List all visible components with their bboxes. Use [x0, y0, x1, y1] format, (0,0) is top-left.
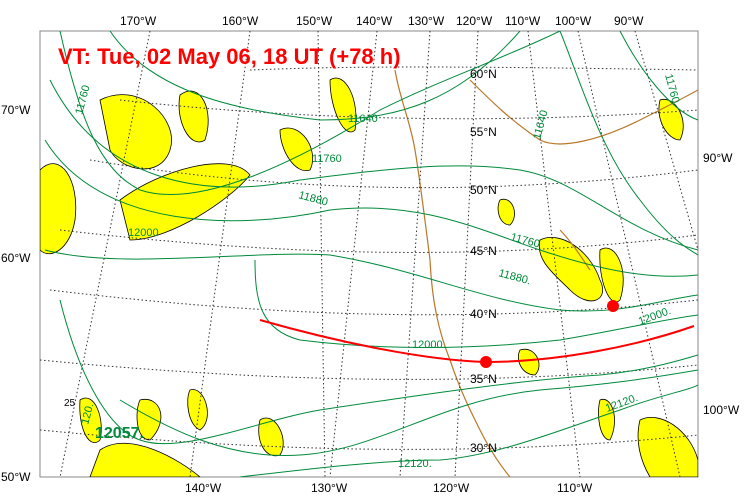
contour-label: 12000 [128, 227, 159, 239]
trajectory-dot [607, 300, 619, 312]
lat-label: 40°N [470, 307, 497, 321]
lon-label: 90°W [614, 14, 644, 28]
lon-label: 120°W [456, 14, 493, 28]
lon-label: 140°W [185, 481, 222, 495]
contour-label: 11640 [348, 113, 378, 125]
contour-label: 12000. [412, 339, 446, 351]
contour-label: 12120. [398, 458, 432, 470]
coastline [394, 69, 698, 477]
precipitation-areas [40, 77, 698, 477]
lon-label: 120°W [433, 481, 470, 495]
lon-labels-side: 70°W 60°W 50°W 90°W 100°W [1, 103, 740, 484]
lon-label: 100°W [703, 403, 740, 417]
lat-labels: 60°N 55°N 50°N 45°N 40°N 35°N 30°N [470, 67, 497, 455]
lon-label: 170°W [120, 14, 157, 28]
lon-label: 130°W [311, 481, 348, 495]
lon-labels-top: 170°W 160°W 150°W 140°W 130°W 120°W 110°… [120, 14, 644, 28]
lon-label: 50°W [1, 470, 31, 484]
lat-label: 55°N [470, 125, 497, 139]
lon-label: 100°W [555, 14, 592, 28]
valid-time-title: VT: Tue, 02 May 06, 18 UT (+78 h) [58, 44, 401, 69]
height-contours [44, 31, 698, 477]
lat-label: 35°N [470, 372, 497, 386]
contour-label: 12057. [95, 425, 144, 442]
lat-label: 50°N [470, 183, 497, 197]
lon-labels-bottom: 140°W 130°W 120°W 110°W [185, 481, 593, 495]
lat-label: 45°N [470, 244, 497, 258]
contour-label: 11760 [312, 153, 342, 165]
lon-label: 90°W [703, 151, 733, 165]
lon-label: 160°W [222, 14, 259, 28]
trajectory-dot [480, 356, 492, 368]
lon-label: 140°W [356, 14, 393, 28]
lon-label: 110°W [557, 481, 593, 495]
lon-label: 60°W [1, 251, 31, 265]
contour-label: 120. [79, 402, 96, 426]
lon-label: 150°W [296, 14, 333, 28]
lon-label: 110°W [505, 14, 541, 28]
lon-label: 70°W [1, 103, 31, 117]
contour-label: 25 [64, 398, 76, 409]
lat-label: 60°N [470, 67, 497, 81]
lon-label: 130°W [408, 14, 445, 28]
lat-label: 30°N [470, 441, 497, 455]
